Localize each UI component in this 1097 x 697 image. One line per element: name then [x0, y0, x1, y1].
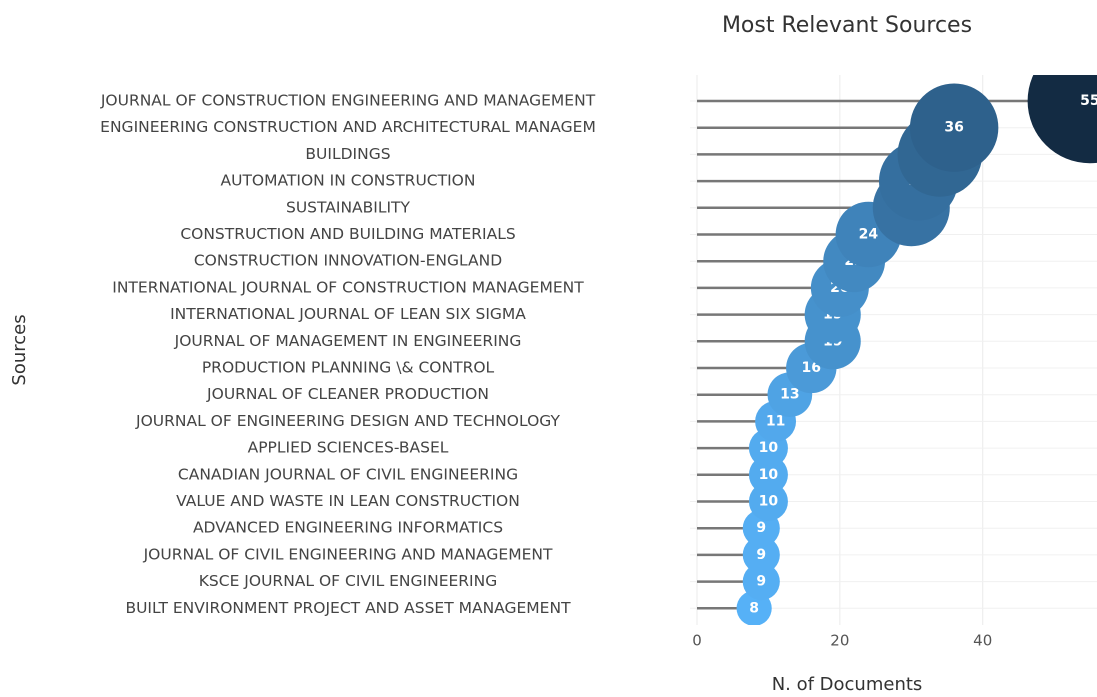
- y-tick-label: APPLIED SCIENCES-BASEL: [248, 439, 449, 457]
- y-tick-label: INTERNATIONAL JOURNAL OF CONSTRUCTION MA…: [112, 278, 584, 296]
- value-label: 24: [859, 227, 879, 243]
- x-tick-label: 40: [973, 632, 992, 650]
- y-tick-label: CANADIAN JOURNAL OF CIVIL ENGINEERING: [178, 465, 518, 483]
- y-tick-label: JOURNAL OF ENGINEERING DESIGN AND TECHNO…: [135, 412, 561, 430]
- dots: 899910101011131619192022243031343655: [736, 75, 1097, 625]
- chart-title: Most Relevant Sources: [722, 13, 972, 38]
- value-label: 16: [802, 360, 821, 376]
- y-tick-label: KSCE JOURNAL OF CIVIL ENGINEERING: [199, 572, 497, 590]
- y-tick-label: SUSTAINABILITY: [286, 198, 411, 216]
- value-label: 13: [780, 387, 799, 403]
- y-tick-label: VALUE AND WASTE IN LEAN CONSTRUCTION: [176, 492, 520, 510]
- bubble: [742, 536, 780, 574]
- value-label: 9: [756, 520, 766, 536]
- y-tick-label: PRODUCTION PLANNING \& CONTROL: [202, 359, 495, 377]
- y-tick-label: JOURNAL OF CLEANER PRODUCTION: [206, 385, 489, 403]
- y-tick-label: BUILT ENVIRONMENT PROJECT AND ASSET MANA…: [125, 599, 571, 617]
- y-tick-label: JOURNAL OF MANAGEMENT IN ENGINEERING: [174, 332, 522, 350]
- x-axis-label: N. of Documents: [772, 674, 923, 695]
- value-label: 11: [766, 413, 785, 429]
- value-label: 8: [749, 600, 759, 616]
- value-label: 36: [944, 120, 963, 136]
- y-tick-label: ENGINEERING CONSTRUCTION AND ARCHITECTUR…: [100, 118, 596, 136]
- y-tick-label: BUILDINGS: [305, 145, 390, 163]
- x-tick-label: 0: [692, 632, 702, 650]
- bubble: [909, 83, 999, 172]
- value-label: 9: [756, 574, 766, 590]
- y-tick-label: CONSTRUCTION AND BUILDING MATERIALS: [180, 225, 515, 243]
- value-label: 10: [759, 440, 779, 456]
- value-label: 10: [759, 494, 779, 510]
- value-label: 9: [756, 547, 766, 563]
- labels: 0 20 40 JOURNAL OF CONSTRUCTION ENGINEERING…: [100, 92, 992, 650]
- value-label: 55: [1080, 93, 1097, 109]
- bubble: [748, 482, 788, 521]
- y-tick-label: CONSTRUCTION INNOVATION-ENGLAND: [194, 252, 502, 270]
- y-tick-label: JOURNAL OF CONSTRUCTION ENGINEERING AND …: [100, 92, 596, 110]
- bubble: [748, 455, 788, 495]
- y-tick-label: JOURNAL OF CIVIL ENGINEERING AND MANAGEM…: [143, 545, 553, 563]
- x-tick-label: 20: [830, 632, 849, 650]
- y-tick-label: AUTOMATION IN CONSTRUCTION: [221, 172, 476, 190]
- y-tick-label: INTERNATIONAL JOURNAL OF LEAN SIX SIGMA: [170, 305, 526, 323]
- bubble: [742, 563, 780, 601]
- y-tick-label: ADVANCED ENGINEERING INFORMATICS: [193, 519, 503, 537]
- y-axis-label: Sources: [9, 314, 30, 385]
- bubble: [1027, 75, 1097, 164]
- value-label: 10: [759, 467, 779, 483]
